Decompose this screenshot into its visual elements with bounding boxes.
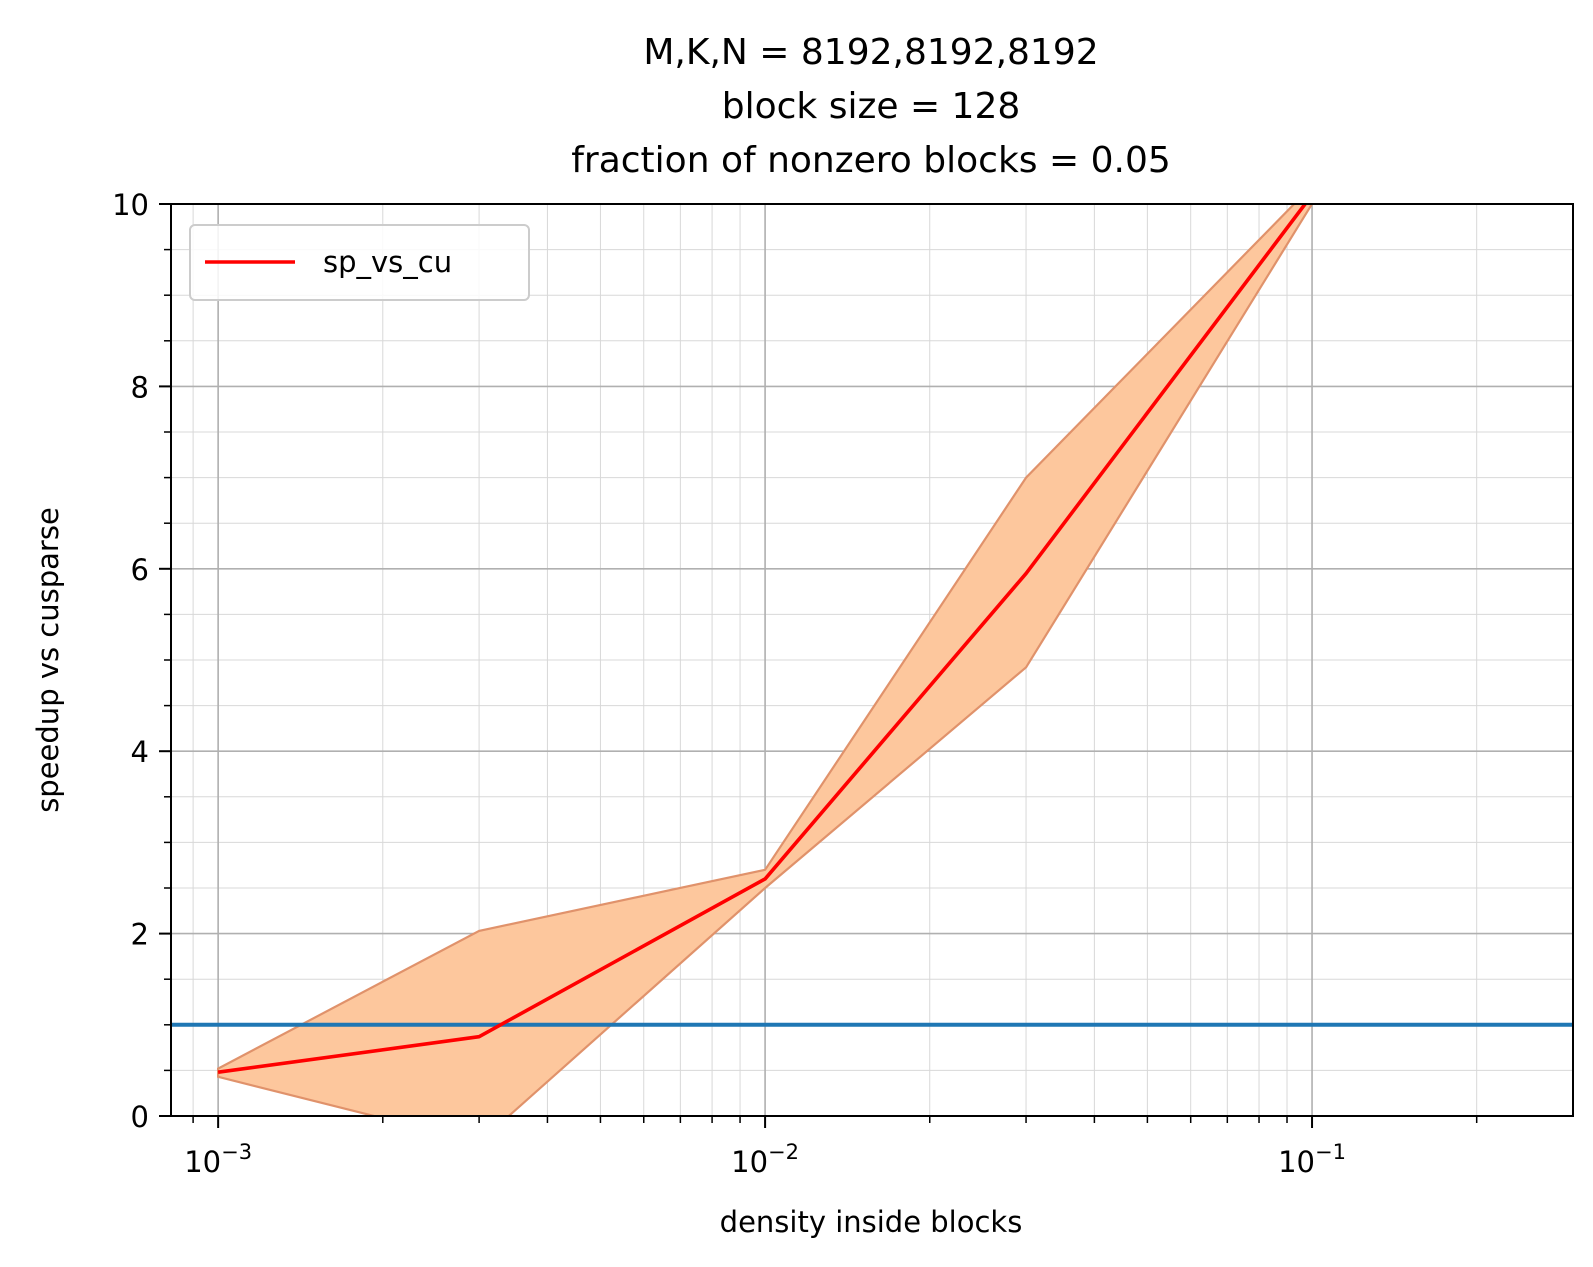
x-tick-label: 10−1	[1278, 1140, 1346, 1179]
y-axis-label: speedup vs cusparse	[31, 507, 65, 813]
plot-area	[171, 204, 1573, 1116]
chart-title: M,K,N = 8192,8192,8192 block size = 128 fr…	[571, 32, 1171, 181]
y-tick-label: 2	[131, 918, 149, 952]
y-tick-label: 8	[131, 370, 149, 404]
y-tick-label: 6	[131, 553, 149, 587]
legend-box	[189, 224, 530, 301]
legend-label: sp_vs_cu	[323, 245, 452, 279]
title-line-2: block size = 128	[722, 86, 1021, 127]
x-axis-label: density inside blocks	[720, 1205, 1023, 1239]
minor-grid	[171, 204, 1573, 1116]
x-tick-label: 10−2	[731, 1140, 799, 1179]
y-tick-label: 0	[131, 1100, 149, 1134]
y-tick-label: 10	[112, 188, 149, 222]
series-line-sp_vs_cu	[217, 204, 1308, 1074]
legend: sp_vs_cu	[189, 224, 530, 301]
title-line-1: M,K,N = 8192,8192,8192	[643, 32, 1098, 73]
x-axis: 10−3 10−2 10−1	[184, 1116, 1478, 1179]
title-line-3: fraction of nonzero blocks = 0.05	[571, 140, 1171, 181]
y-axis: 0 2 4 6 8 10	[112, 188, 171, 1134]
x-tick-label: 10−3	[184, 1140, 252, 1179]
y-tick-label: 4	[131, 735, 149, 769]
